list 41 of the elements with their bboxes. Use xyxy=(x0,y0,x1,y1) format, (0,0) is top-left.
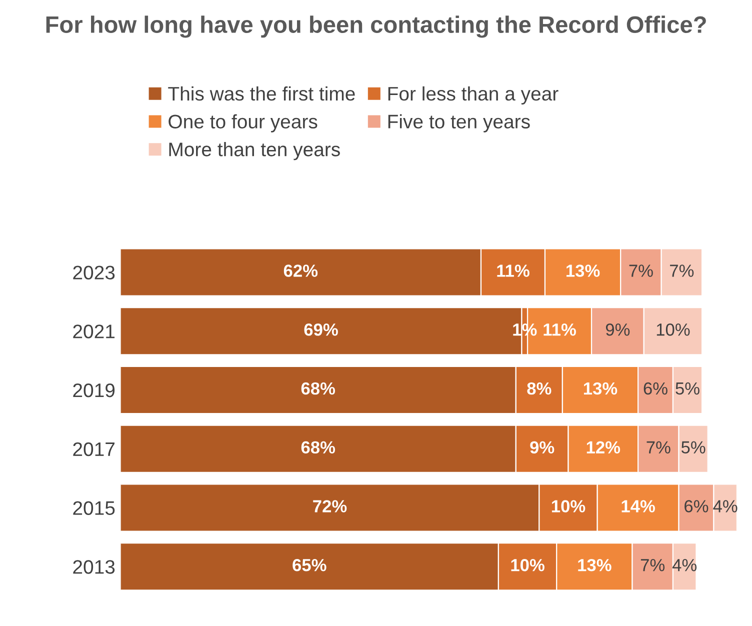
y-tick-label: 2017 xyxy=(73,442,114,456)
data-label: 8% xyxy=(527,382,552,395)
data-label: 10% xyxy=(552,500,586,512)
data-label: 7% xyxy=(629,264,653,277)
data-label: 6% xyxy=(644,382,668,395)
data-label: 7% xyxy=(646,441,670,454)
data-label: 68% xyxy=(301,441,336,454)
data-label: 9% xyxy=(530,441,554,454)
data-label: 13% xyxy=(566,264,600,277)
data-label: 7% xyxy=(670,264,694,277)
y-tick-label: 2021 xyxy=(73,324,115,338)
data-label: 12% xyxy=(586,441,620,454)
data-label: 69% xyxy=(304,323,338,336)
y-tick-label: 2013 xyxy=(73,560,115,574)
data-label: 7% xyxy=(640,559,665,572)
data-label: 62% xyxy=(284,264,318,277)
y-tick-label: 2023 xyxy=(73,266,115,280)
data-label: 68% xyxy=(301,382,336,395)
data-label: 13% xyxy=(584,382,618,395)
legend-label: Five to ten years xyxy=(388,114,530,132)
data-label: 13% xyxy=(578,558,612,572)
y-tick-label: 2015 xyxy=(73,501,115,515)
data-label: 72% xyxy=(313,500,347,512)
chart-title: For how long have you been contacting the Record Office? xyxy=(46,16,706,38)
data-label: 5% xyxy=(681,441,706,454)
data-label: 9% xyxy=(606,323,630,336)
legend-label: One to four years xyxy=(168,114,318,132)
data-label: 4% xyxy=(672,559,697,572)
data-label: 10% xyxy=(656,323,690,336)
data-label: 65% xyxy=(292,558,326,572)
legend-label: More than ten years xyxy=(169,142,340,160)
data-label: 10% xyxy=(511,558,544,572)
data-label: 14% xyxy=(622,500,655,512)
data-label: 11% xyxy=(497,264,530,277)
data-label: 6% xyxy=(684,500,708,512)
data-label: 5% xyxy=(676,382,700,395)
legend-label: This was the first time xyxy=(168,86,355,101)
y-tick-label: 2019 xyxy=(73,383,115,398)
data-label: 4% xyxy=(713,500,738,512)
legend-label: For less than a year xyxy=(388,86,558,104)
data-label: 11% xyxy=(544,324,576,336)
